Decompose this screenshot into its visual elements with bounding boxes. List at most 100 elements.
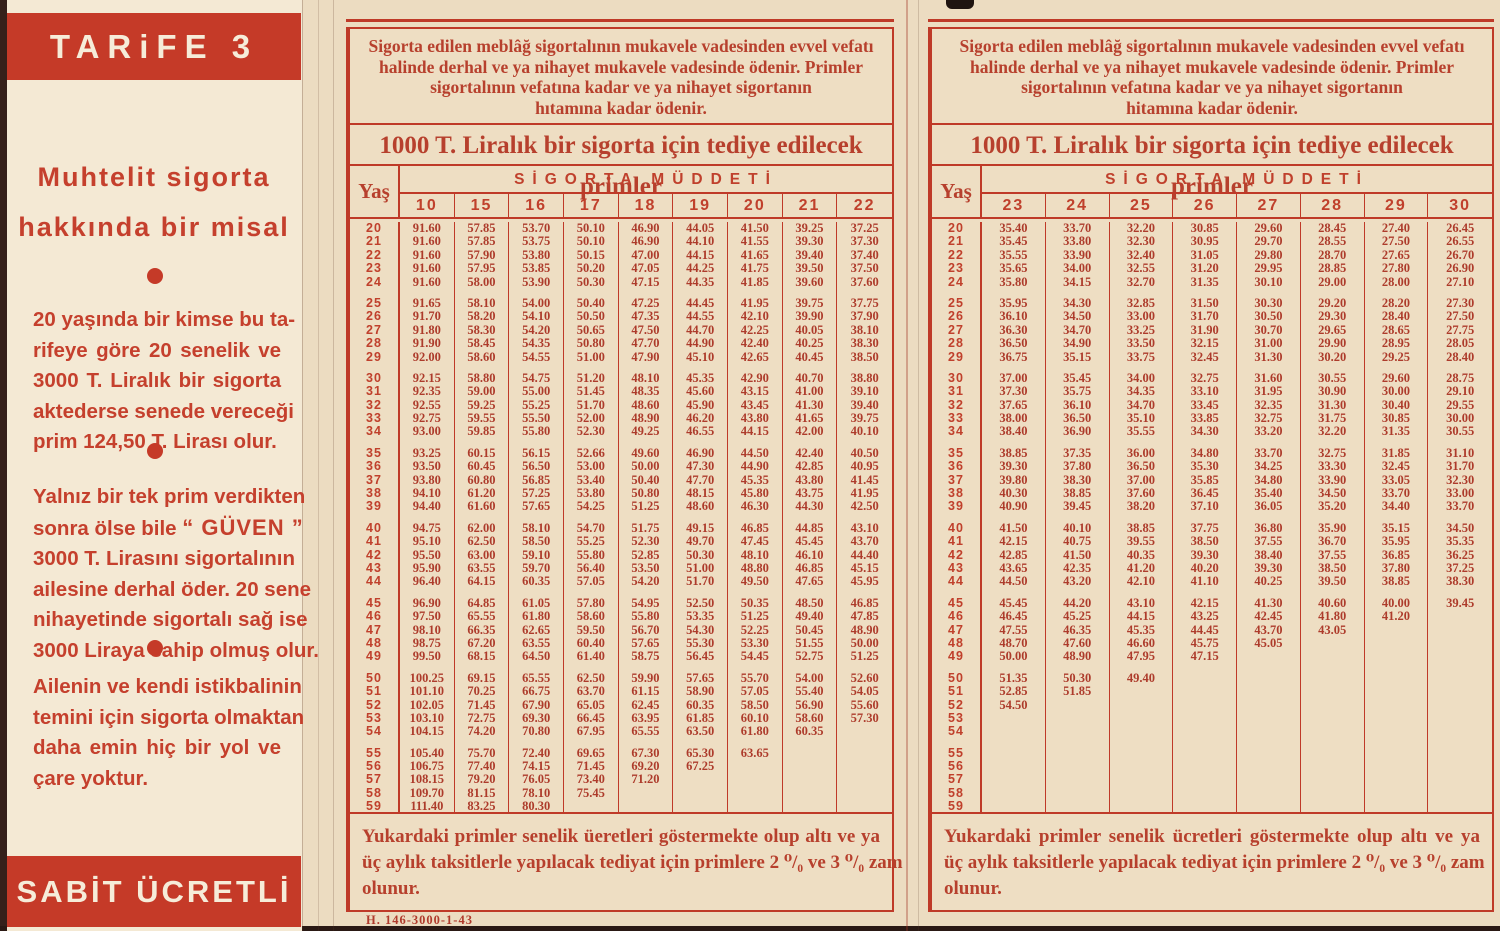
premium-cell: 35.80 bbox=[982, 275, 1046, 289]
premium-cell: 68.15 bbox=[455, 649, 510, 664]
premium-cell: 91.80 bbox=[400, 323, 455, 338]
premium-cell: 34.15 bbox=[1046, 275, 1110, 289]
premium-cell: 36.50 bbox=[1110, 459, 1174, 474]
age-cell: 47 bbox=[350, 623, 400, 637]
premium-cell: 41.85 bbox=[728, 275, 783, 289]
premium-cell: 52.85 bbox=[619, 548, 674, 562]
age-cell: 50 bbox=[932, 663, 982, 686]
premium-cell bbox=[1428, 685, 1492, 698]
premium-cell: 52.66 bbox=[564, 438, 619, 461]
table-row-age-45: 45 45.45 44.20 43.10 42.15 41.30 40.60 40.00 39.… bbox=[932, 588, 1492, 611]
premium-cell: 38.50 bbox=[1301, 561, 1365, 576]
table-row-age-58: 58 bbox=[932, 786, 1492, 801]
premium-cell: 33.75 bbox=[1110, 350, 1174, 364]
premium-cell bbox=[1428, 637, 1492, 650]
premium-cell: 54.75 bbox=[509, 363, 564, 386]
premium-cell: 45.05 bbox=[1237, 636, 1301, 651]
age-cell: 23 bbox=[350, 261, 400, 276]
premium-cell: 40.20 bbox=[1173, 561, 1237, 576]
premium-cell: 60.35 bbox=[783, 724, 838, 739]
fold-line bbox=[333, 0, 334, 931]
premium-cell: 64.50 bbox=[509, 649, 564, 664]
premium-cell bbox=[1237, 786, 1301, 801]
premium-cell: 57.80 bbox=[564, 588, 619, 611]
age-cell: 44 bbox=[350, 574, 400, 589]
footer-line: üç aylık taksitlerle yapılacak tediyat i… bbox=[944, 852, 1485, 873]
table-row-age-49: 49 99.50 68.15 64.50 61.40 58.75 56.45 54.45 52.… bbox=[350, 649, 892, 664]
column-header-24: 24 bbox=[1046, 194, 1110, 217]
premium-cell bbox=[1173, 725, 1237, 739]
premium-cell: 45.35 bbox=[673, 363, 728, 386]
premium-cell: 30.50 bbox=[1237, 309, 1301, 324]
table-row-age-33: 33 38.00 36.50 35.10 33.85 32.75 31.75 30.85 30.… bbox=[932, 411, 1492, 426]
paragraph-line: nihayetinde sigortalı sağ ise bbox=[33, 608, 308, 631]
sidebar-paragraph-example: 20 yaşında bir kimse bu ta- rifeye göre … bbox=[33, 305, 295, 458]
premium-cell: 50.50 bbox=[564, 309, 619, 324]
premium-cell: 44.05 bbox=[673, 221, 728, 236]
premium-cell: 41.10 bbox=[1173, 574, 1237, 589]
premium-cell: 30.95 bbox=[1173, 234, 1237, 249]
premium-cell: 42.15 bbox=[1173, 588, 1237, 611]
premium-cell: 40.50 bbox=[850, 445, 879, 460]
premium-cell: 58.75 bbox=[619, 649, 674, 664]
premium-cell: 59.25 bbox=[455, 398, 510, 413]
table-row-age-53: 53 bbox=[932, 711, 1492, 726]
premium-cell: 104.15 bbox=[400, 724, 455, 739]
premium-cell: 56.45 bbox=[673, 649, 728, 664]
premium-cell: 62.50 bbox=[455, 534, 510, 549]
table-row-age-43: 43 43.65 42.35 41.20 40.20 39.30 38.50 37.80 37.… bbox=[932, 561, 1492, 576]
premium-cell: 91.60 bbox=[400, 275, 455, 289]
premium-cell bbox=[783, 786, 838, 801]
premium-cell: 44.50 bbox=[728, 438, 783, 461]
premium-cell: 35.65 bbox=[982, 261, 1046, 276]
premium-cell bbox=[673, 800, 728, 812]
premium-cell: 47.05 bbox=[619, 261, 674, 276]
premium-cell: 42.10 bbox=[1110, 574, 1174, 589]
premium-cell: 41.45 bbox=[850, 472, 879, 487]
premium-cell: 39.50 bbox=[1301, 574, 1365, 589]
premium-cell: 57.65 bbox=[619, 636, 674, 651]
premium-cell: 37.75 bbox=[850, 295, 879, 310]
premium-cell bbox=[982, 760, 1046, 774]
premium-cell: 50.35 bbox=[728, 588, 783, 611]
premium-cell bbox=[1428, 624, 1492, 637]
premium-cell: 55.25 bbox=[509, 398, 564, 413]
premium-cell: 62.65 bbox=[509, 623, 564, 637]
premium-cell: 54.30 bbox=[673, 623, 728, 637]
premium-cell: 35.55 bbox=[1110, 425, 1174, 439]
premium-cell: 39.30 bbox=[982, 459, 1046, 474]
premium-cell bbox=[1173, 786, 1237, 801]
premium-cell: 38.00 bbox=[982, 411, 1046, 426]
premium-cell: 91.60 bbox=[400, 248, 455, 263]
premium-cell: 34.70 bbox=[1110, 398, 1174, 413]
premium-cell: 35.95 bbox=[1365, 534, 1429, 549]
premium-cell: 44.30 bbox=[783, 500, 838, 514]
premium-cell: 28.55 bbox=[1301, 234, 1365, 249]
premium-cell: 83.25 bbox=[455, 799, 510, 812]
premium-cell: 37.55 bbox=[1237, 534, 1301, 549]
table-row-age-53: 53 103.10 72.75 69.30 66.45 63.95 61.85 60.10 58… bbox=[350, 711, 892, 726]
premium-cell: 39.45 bbox=[1046, 500, 1110, 514]
premium-cell: 67.95 bbox=[564, 724, 619, 739]
premium-cell: 50.80 bbox=[564, 336, 619, 351]
table-row-age-29: 29 92.00 58.60 54.55 51.00 47.90 45.10 42.65 40.… bbox=[350, 350, 892, 364]
premium-cell: 57.65 bbox=[673, 663, 728, 686]
premium-cell bbox=[619, 800, 674, 812]
table-row-age-41: 41 42.15 40.75 39.55 38.50 37.55 36.70 35.95 35.… bbox=[932, 534, 1492, 549]
table-row-age-50: 50 100.25 69.15 65.55 62.50 59.90 57.65 55.70 54… bbox=[350, 663, 892, 686]
premium-cell: 52.00 bbox=[564, 411, 619, 426]
premium-cell: 53.80 bbox=[564, 486, 619, 501]
premium-cell: 47.65 bbox=[783, 574, 838, 589]
table-row-age-57: 57 108.15 79.20 76.05 73.40 71.20 bbox=[350, 773, 892, 787]
premium-cell bbox=[1237, 725, 1301, 739]
premium-cell: 46.55 bbox=[673, 425, 728, 439]
premium-cell: 51.70 bbox=[673, 574, 728, 589]
bullet-dot bbox=[147, 443, 163, 459]
premium-cell: 35.15 bbox=[1046, 350, 1110, 364]
table-row-age-21: 21 91.60 57.85 53.75 50.10 46.90 44.10 41.55 39.… bbox=[350, 234, 892, 249]
header-line: sigortalının vefatına kadar ve ya nihaye… bbox=[430, 77, 812, 97]
premium-cell: 71.45 bbox=[455, 698, 510, 712]
premium-cell: 42.65 bbox=[728, 350, 783, 364]
premium-cell: 47.15 bbox=[619, 275, 674, 289]
age-cell: 35 bbox=[350, 438, 400, 461]
